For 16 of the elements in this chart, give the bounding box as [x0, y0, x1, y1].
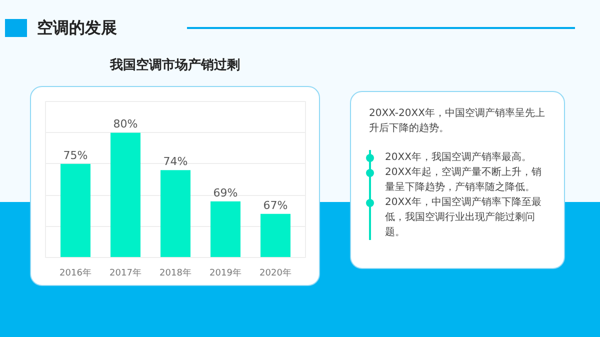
x-tick-label: 2019年: [210, 268, 242, 278]
data-label: 69%: [213, 186, 238, 200]
data-label: 75%: [63, 148, 88, 162]
data-label: 67%: [263, 198, 288, 212]
x-tick-label: 2018年: [160, 268, 192, 278]
x-tick-label: 2017年: [110, 268, 142, 278]
data-label: 74%: [163, 155, 188, 168]
text: 20XX年起，空调产量不断上升，销量呈下降趋势，产销率随之降低。: [369, 165, 546, 195]
data-label: 80%: [113, 118, 138, 131]
chart-title: 空调的发展: [37, 17, 117, 39]
x-tick-label: 2020年: [260, 268, 292, 278]
text: 20XX-20XX年，中国空调产销率呈先上升后下降的趋势。: [369, 106, 546, 136]
text: 20XX年，我国空调产销率最高。: [369, 150, 546, 165]
x-tick-label: 2016年: [60, 268, 92, 278]
text: 20XX年，中国空调产销率下降至最低，我国空调行业出现产能过剩问题。: [369, 195, 546, 240]
chart-subtitle: 我国空调市场产销过剩: [108, 57, 241, 75]
